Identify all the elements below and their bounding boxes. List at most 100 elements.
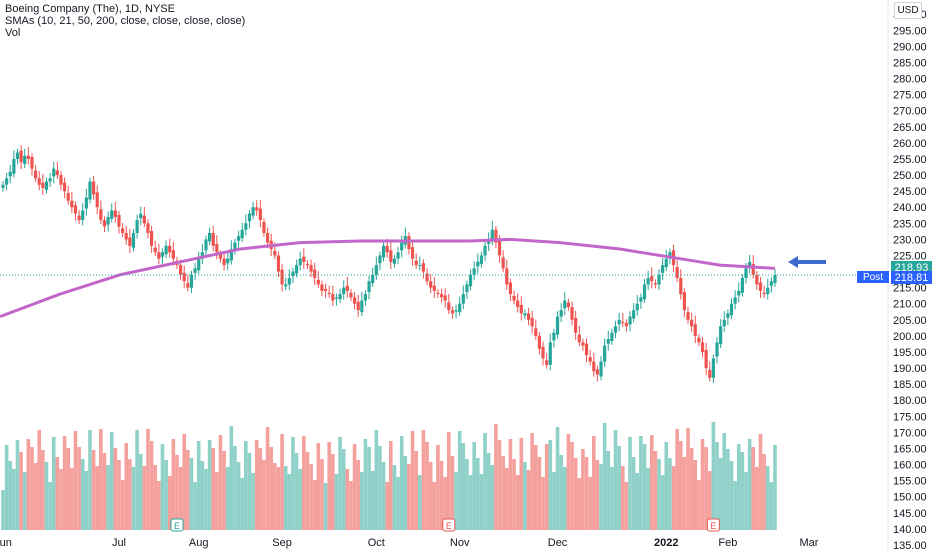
candle-body <box>15 152 20 159</box>
candle-body <box>236 236 241 241</box>
candle-body <box>189 274 194 288</box>
volume-bar <box>186 450 190 530</box>
candle-body <box>432 285 436 291</box>
volume-bar <box>704 447 708 530</box>
volume-bar <box>573 458 578 530</box>
candle-body <box>628 316 632 325</box>
candle-body <box>124 232 128 240</box>
volume-bar <box>233 446 237 530</box>
volume-bar <box>758 434 763 530</box>
volume-bar <box>519 438 524 530</box>
volume-bar <box>718 458 723 530</box>
volume-bar <box>374 430 379 530</box>
earnings-marker-label: E <box>710 521 716 531</box>
volume-bar <box>700 439 705 530</box>
volume-bar <box>131 467 136 530</box>
candle-body <box>316 279 320 285</box>
candle-body <box>766 287 770 295</box>
candle-body <box>218 254 223 259</box>
volume-bar <box>693 460 698 530</box>
candle-body <box>302 256 306 262</box>
y-tick-label: 180.00 <box>893 395 927 407</box>
volume-bar <box>244 441 248 530</box>
y-tick-label: 295.00 <box>893 25 927 37</box>
candle-body <box>574 317 578 333</box>
volume-bar <box>671 466 676 530</box>
volume-bar <box>461 443 466 530</box>
volume-bar <box>697 480 701 530</box>
volume-bar <box>8 461 13 530</box>
candle-body <box>726 313 730 318</box>
candle-body <box>284 284 288 287</box>
candle-body <box>737 290 741 296</box>
volume-bar <box>588 477 592 530</box>
legend-vol[interactable]: Vol <box>5 27 21 39</box>
volume-bar <box>207 440 212 530</box>
legend-title[interactable]: Boeing Company (The), 1D, NYSE <box>5 3 175 15</box>
volume-bar <box>196 441 201 530</box>
candle-body <box>664 258 668 268</box>
currency-button[interactable]: USD <box>894 2 922 19</box>
candle-body <box>207 232 212 242</box>
candle-body <box>265 232 270 243</box>
x-tick-label: Feb <box>718 537 737 549</box>
volume-bar <box>51 437 56 530</box>
volume-bar <box>312 480 317 530</box>
candle-body <box>233 242 237 250</box>
legend-smas[interactable]: SMAs (10, 21, 50, 200, close, close, clo… <box>5 15 246 27</box>
volume-bar <box>678 441 683 530</box>
candle-body <box>222 258 226 266</box>
volume-bar <box>109 432 114 530</box>
candle-body <box>381 245 386 258</box>
volume-bar <box>639 436 643 530</box>
volume-bar <box>599 464 603 530</box>
volume-bar <box>581 449 585 530</box>
candle-body <box>258 208 262 221</box>
candle-body <box>273 250 277 256</box>
candle-body <box>443 295 447 301</box>
candle-body <box>610 332 614 342</box>
candle-body <box>392 258 397 264</box>
candle-body <box>363 294 368 301</box>
volume-bar <box>175 455 179 530</box>
y-tick-label: 205.00 <box>893 315 927 327</box>
volume-bar <box>1 490 5 530</box>
volume-bar <box>182 434 187 530</box>
candle-body <box>722 319 726 327</box>
candle-body <box>758 282 763 291</box>
volume-bar <box>338 437 342 530</box>
volume-bar <box>595 460 600 530</box>
candle-body <box>537 335 542 349</box>
volume-bar <box>450 456 455 530</box>
volume-bar <box>428 462 433 530</box>
volume-bar <box>287 474 292 530</box>
volume-bar <box>407 464 411 530</box>
candle-body <box>559 310 563 317</box>
volume-bar <box>765 466 770 530</box>
candle-body <box>356 301 360 311</box>
candle-body <box>34 170 38 179</box>
volume-bar <box>378 446 382 530</box>
volume-bar <box>501 456 505 530</box>
y-tick-label: 290.00 <box>893 41 927 53</box>
volume-bar <box>138 454 143 530</box>
candle-body <box>429 281 433 288</box>
y-tick-label: 230.00 <box>893 234 927 246</box>
volume-bar <box>305 452 310 530</box>
candle-body <box>479 255 484 264</box>
candle-body <box>708 370 712 378</box>
volume-bar <box>486 453 491 530</box>
volume-bar <box>533 445 538 530</box>
volume-bar <box>276 467 281 530</box>
volume-bar <box>682 457 687 530</box>
volume-bar <box>465 459 469 530</box>
y-tick-label: 190.00 <box>893 363 927 375</box>
volume-bar <box>515 475 520 530</box>
candle-body <box>588 357 592 362</box>
candle-body <box>367 281 371 293</box>
candle-body <box>121 228 125 233</box>
volume-bar <box>454 472 458 530</box>
volume-bar <box>291 437 295 530</box>
